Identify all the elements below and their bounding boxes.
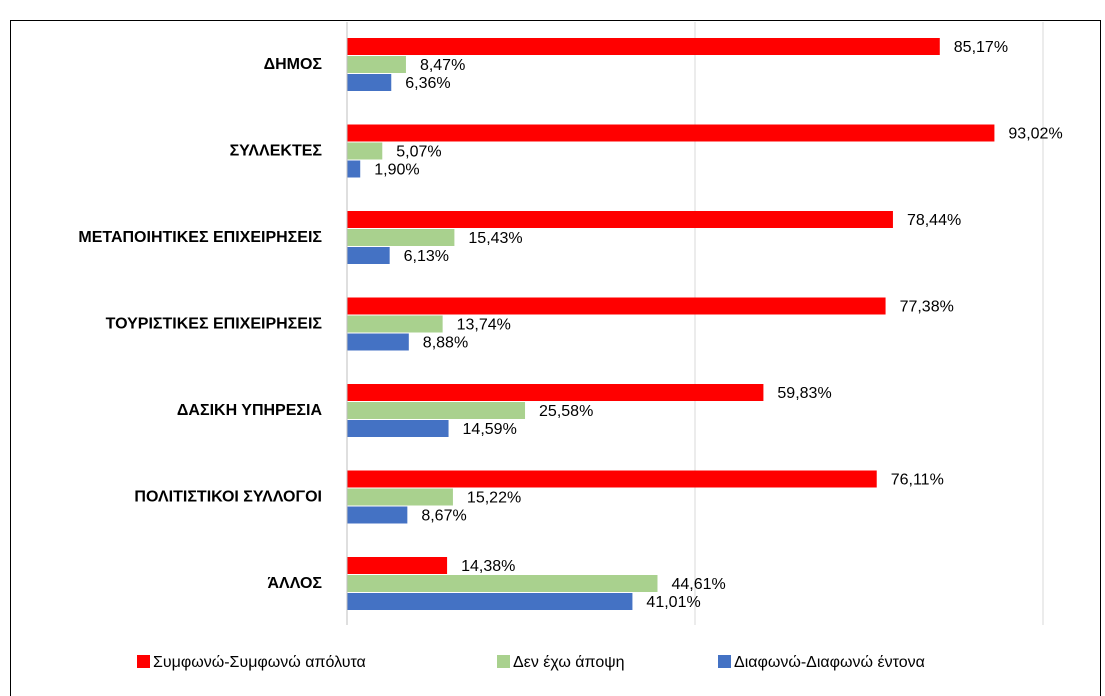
legend-swatch bbox=[497, 655, 510, 668]
legend-label: Διαφωνώ-Διαφωνώ έντονα bbox=[734, 654, 925, 671]
bar bbox=[347, 333, 409, 351]
category-label: ΣΥΛΛΕΚΤΕΣ bbox=[230, 143, 323, 160]
category-label: ΤΟΥΡΙΣΤΙΚΕΣ ΕΠΙΧΕΙΡΗΣΕΙΣ bbox=[106, 316, 323, 333]
value-label: 93,02% bbox=[1008, 126, 1062, 143]
value-label: 85,17% bbox=[954, 39, 1008, 56]
bar bbox=[347, 229, 455, 246]
bar bbox=[347, 247, 390, 264]
value-label: 6,36% bbox=[405, 75, 450, 92]
value-label: 15,22% bbox=[467, 490, 521, 507]
value-label: 13,74% bbox=[457, 317, 511, 334]
value-label: 8,47% bbox=[420, 57, 465, 74]
value-label: 41,01% bbox=[646, 594, 700, 611]
bar bbox=[347, 124, 995, 142]
bar bbox=[347, 38, 940, 55]
bar bbox=[347, 211, 893, 228]
category-label: ΔΑΣΙΚΗ ΥΠΗΡΕΣΙΑ bbox=[177, 402, 323, 419]
bar bbox=[347, 593, 633, 610]
legend-swatch bbox=[137, 655, 150, 668]
value-label: 15,43% bbox=[468, 230, 522, 247]
bar bbox=[347, 74, 392, 91]
category-label: ΜΕΤΑΠΟΙΗΤΙΚΕΣ ΕΠΙΧΕΙΡΗΣΕΙΣ bbox=[78, 229, 322, 246]
legend-swatch bbox=[718, 655, 731, 668]
value-label: 25,58% bbox=[539, 403, 593, 420]
bar bbox=[347, 56, 406, 73]
value-label: 8,88% bbox=[423, 335, 468, 352]
bar bbox=[347, 142, 383, 160]
bar bbox=[347, 488, 453, 506]
value-label: 14,38% bbox=[461, 558, 515, 575]
category-label: ΔΗΜΟΣ bbox=[264, 56, 323, 73]
value-label: 8,67% bbox=[421, 508, 466, 525]
legend-label: Δεν έχω άποψη bbox=[513, 654, 625, 671]
bar bbox=[347, 315, 443, 333]
bar bbox=[347, 402, 526, 419]
value-label: 59,83% bbox=[777, 385, 831, 402]
bar bbox=[347, 384, 764, 401]
value-label: 5,07% bbox=[396, 144, 441, 161]
category-label: ΆΛΛΟΣ bbox=[267, 575, 322, 592]
bar bbox=[347, 420, 449, 437]
value-label: 44,61% bbox=[671, 576, 725, 593]
value-label: 1,90% bbox=[374, 162, 419, 179]
legend-label: Συμφωνώ-Συμφωνώ απόλυτα bbox=[153, 654, 366, 671]
value-label: 76,11% bbox=[891, 472, 944, 489]
bar bbox=[347, 557, 448, 574]
value-label: 14,59% bbox=[463, 421, 517, 438]
bar bbox=[347, 470, 877, 488]
bar bbox=[347, 297, 886, 315]
value-label: 78,44% bbox=[907, 212, 961, 229]
category-label: ΠΟΛΙΤΙΣΤΙΚΟΙ ΣΥΛΛΟΓΟΙ bbox=[134, 489, 322, 506]
bar bbox=[347, 506, 408, 524]
bar bbox=[347, 160, 361, 178]
bar bbox=[347, 575, 658, 592]
value-label: 77,38% bbox=[900, 299, 954, 316]
value-label: 6,13% bbox=[404, 248, 449, 265]
